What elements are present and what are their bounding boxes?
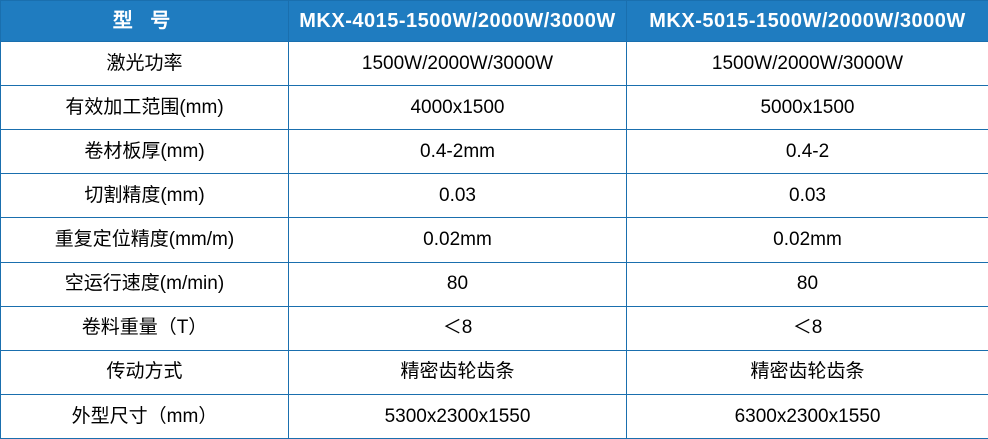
table-row: 重复定位精度(mm/m) 0.02mm 0.02mm (0, 217, 988, 263)
row-value-model-2: 0.02mm (626, 217, 988, 263)
column-header-model-1: MKX-4015-1500W/2000W/3000W (288, 0, 627, 42)
row-value-model-2: 5000x1500 (626, 85, 988, 131)
table-row: 外型尺寸（mm） 5300x2300x1550 6300x2300x1550 (0, 393, 988, 439)
table-header-row: 型 号 MKX-4015-1500W/2000W/3000W MKX-5015-… (0, 0, 988, 42)
table-row: 激光功率 1500W/2000W/3000W 1500W/2000W/3000W (0, 40, 988, 87)
row-value-model-1: 0.02mm (288, 217, 627, 263)
row-label: 传动方式 (0, 349, 289, 395)
row-value-model-1: 精密齿轮齿条 (288, 349, 627, 395)
row-label: 空运行速度(m/min) (0, 261, 289, 307)
column-header-model-label: 型 号 (0, 0, 289, 42)
row-value-model-2: 6300x2300x1550 (626, 393, 988, 439)
column-header-model-2: MKX-5015-1500W/2000W/3000W (626, 0, 988, 42)
row-value-model-2: ＜8 (626, 305, 988, 351)
table-row: 空运行速度(m/min) 80 80 (0, 261, 988, 307)
table-header: 型 号 MKX-4015-1500W/2000W/3000W MKX-5015-… (0, 0, 988, 42)
row-value-model-1: 4000x1500 (288, 85, 627, 131)
row-label: 卷料重量（T） (0, 305, 289, 351)
row-value-model-2: 80 (626, 261, 988, 307)
row-label: 激光功率 (0, 40, 289, 87)
row-label: 有效加工范围(mm) (0, 85, 289, 131)
table-row: 切割精度(mm) 0.03 0.03 (0, 173, 988, 219)
row-value-model-2: 1500W/2000W/3000W (626, 40, 988, 87)
row-value-model-1: 5300x2300x1550 (288, 393, 627, 439)
row-label: 切割精度(mm) (0, 173, 289, 219)
row-label: 重复定位精度(mm/m) (0, 217, 289, 263)
table-row: 卷料重量（T） ＜8 ＜8 (0, 305, 988, 351)
row-value-model-1: 0.4-2mm (288, 129, 627, 175)
table-body: 激光功率 1500W/2000W/3000W 1500W/2000W/3000W… (0, 40, 988, 439)
row-value-model-1: 80 (288, 261, 627, 307)
row-value-model-1: 1500W/2000W/3000W (288, 40, 627, 87)
row-label: 外型尺寸（mm） (0, 393, 289, 439)
row-label: 卷材板厚(mm) (0, 129, 289, 175)
table-row: 有效加工范围(mm) 4000x1500 5000x1500 (0, 85, 988, 131)
row-value-model-2: 精密齿轮齿条 (626, 349, 988, 395)
row-value-model-2: 0.4-2 (626, 129, 988, 175)
row-value-model-1: ＜8 (288, 305, 627, 351)
table-row: 传动方式 精密齿轮齿条 精密齿轮齿条 (0, 349, 988, 395)
row-value-model-1: 0.03 (288, 173, 627, 219)
table-row: 卷材板厚(mm) 0.4-2mm 0.4-2 (0, 129, 988, 175)
row-value-model-2: 0.03 (626, 173, 988, 219)
